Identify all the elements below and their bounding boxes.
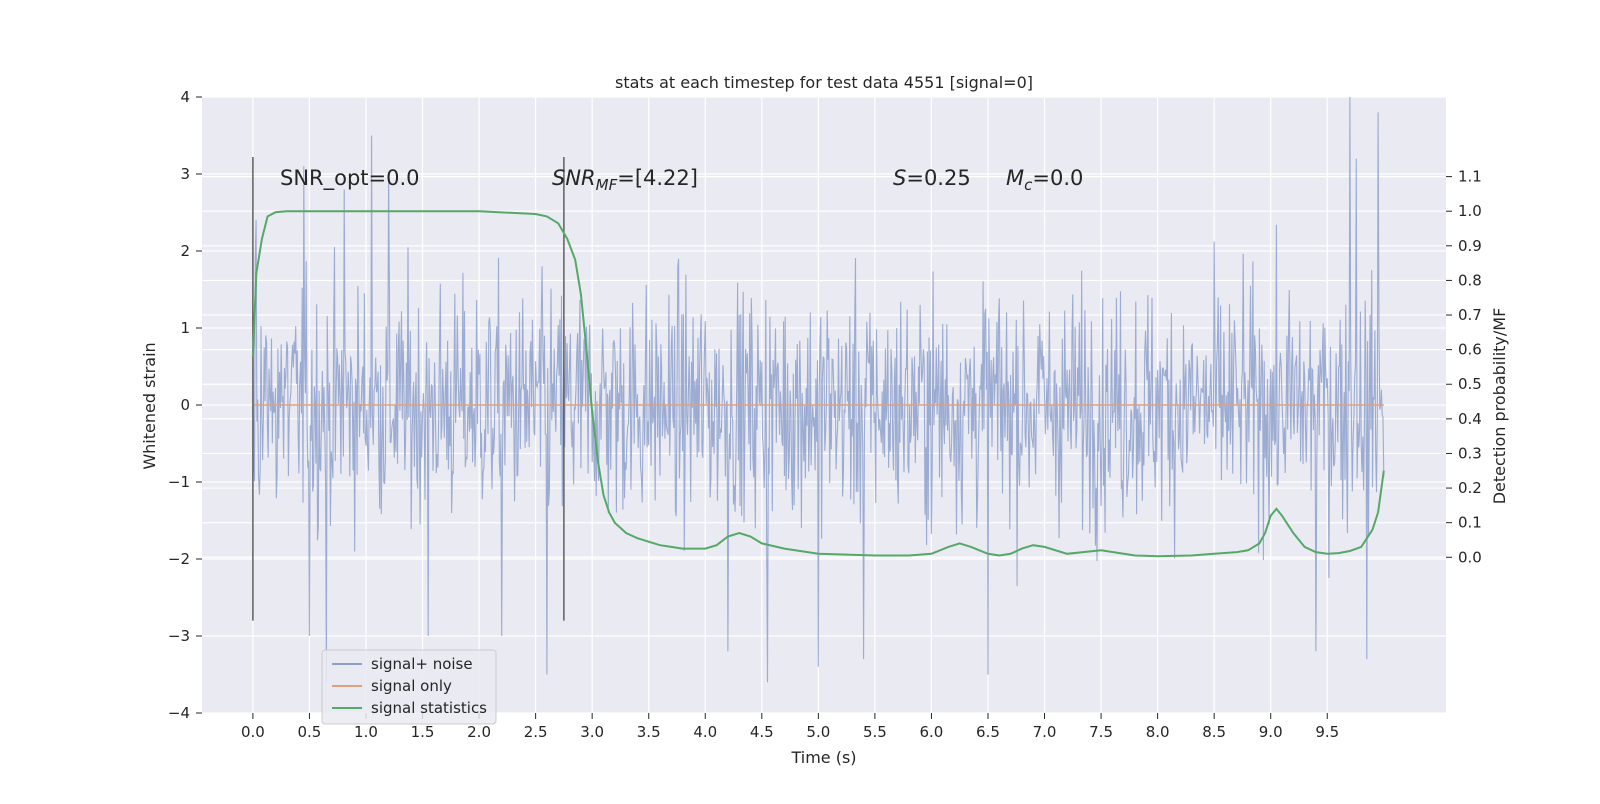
y2-tick-label: 0.8 bbox=[1458, 271, 1482, 289]
chart-title: stats at each timestep for test data 455… bbox=[615, 73, 1033, 92]
annotation-mc: Mc=0.0 bbox=[1006, 166, 1083, 194]
y2-axis-label: Detection probability/MF bbox=[1490, 308, 1509, 505]
x-axis-label: Time (s) bbox=[790, 748, 856, 767]
y-tick-label: 1 bbox=[180, 319, 190, 337]
y2-tick-label: 0.0 bbox=[1458, 548, 1482, 566]
x-tick-label: 7.5 bbox=[1089, 723, 1113, 741]
snr-mf-base: SNR bbox=[552, 166, 596, 190]
mc-base: M bbox=[1006, 166, 1024, 190]
x-tick-label: 3.0 bbox=[580, 723, 604, 741]
x-tick-label: 5.5 bbox=[863, 723, 887, 741]
y-tick-label: −4 bbox=[168, 704, 190, 722]
snr-mf-subscript: MF bbox=[596, 176, 618, 194]
x-tick-label: 9.5 bbox=[1315, 723, 1339, 741]
x-axis: 0.0 0.5 1.0 1.5 2.0 2.5 3.0 3.5 4.0 4.5 5.0 5.5 6.0 6… bbox=[241, 713, 1339, 741]
snr-mf-value: =[4.22] bbox=[617, 166, 698, 190]
x-tick-label: 2.0 bbox=[467, 723, 491, 741]
y-tick-label: 2 bbox=[180, 242, 190, 260]
x-tick-label: 8.0 bbox=[1146, 723, 1170, 741]
y-tick-label: 0 bbox=[180, 396, 190, 414]
signal-noise-line bbox=[252, 96, 1385, 683]
y2-tick-label: 0.3 bbox=[1458, 444, 1482, 462]
y-tick-label: −1 bbox=[168, 473, 190, 491]
x-tick-label: 4.0 bbox=[693, 723, 717, 741]
annotation-snr-opt: SNR_opt=0.0 bbox=[280, 166, 420, 191]
y2-tick-label: 0.7 bbox=[1458, 306, 1482, 324]
y2-tick-label: 0.5 bbox=[1458, 375, 1482, 393]
legend-label-signal-statistics: signal statistics bbox=[371, 699, 487, 717]
mc-subscript: c bbox=[1024, 176, 1033, 194]
y2-tick-label: 0.4 bbox=[1458, 410, 1482, 428]
x-tick-label: 9.0 bbox=[1259, 723, 1283, 741]
y-axis-label: Whitened strain bbox=[140, 342, 159, 469]
x-tick-label: 0.0 bbox=[241, 723, 265, 741]
annotation-s: S=0.25 bbox=[893, 166, 971, 190]
y2-tick-label: 0.2 bbox=[1458, 479, 1482, 497]
legend: signal+ noise signal only signal statist… bbox=[321, 649, 497, 725]
x-tick-label: 4.5 bbox=[750, 723, 774, 741]
s-label: S bbox=[893, 166, 906, 190]
x-tick-label: 6.5 bbox=[976, 723, 1000, 741]
legend-label-signal-only: signal only bbox=[371, 677, 452, 695]
x-tick-label: 2.5 bbox=[524, 723, 548, 741]
x-tick-label: 1.5 bbox=[411, 723, 435, 741]
y-tick-label: 3 bbox=[180, 165, 190, 183]
annotation-snr-mf: SNRMF=[4.22] bbox=[552, 166, 698, 194]
y2-tick-label: 0.9 bbox=[1458, 237, 1482, 255]
legend-label-signal-noise: signal+ noise bbox=[371, 655, 473, 673]
y-axis-right: 1.1 1.0 0.9 0.8 0.7 0.6 0.5 0.4 0.3 0.2 0.1 0.0 bbox=[1446, 168, 1482, 566]
x-tick-label: 1.0 bbox=[354, 723, 378, 741]
s-value: =0.25 bbox=[906, 166, 970, 190]
y2-tick-label: 0.6 bbox=[1458, 341, 1482, 359]
y-tick-label: −2 bbox=[168, 550, 190, 568]
y2-tick-label: 1.1 bbox=[1458, 168, 1482, 186]
y2-tick-label: 0.1 bbox=[1458, 514, 1482, 532]
legend-box bbox=[321, 649, 497, 725]
x-tick-label: 5.0 bbox=[806, 723, 830, 741]
x-tick-label: 0.5 bbox=[298, 723, 322, 741]
x-tick-label: 3.5 bbox=[637, 723, 661, 741]
y-tick-label: 4 bbox=[180, 88, 190, 106]
mc-value: =0.0 bbox=[1032, 166, 1083, 190]
x-tick-label: 6.0 bbox=[920, 723, 944, 741]
signal-statistics-line bbox=[251, 210, 1385, 558]
y2-tick-label: 1.0 bbox=[1458, 202, 1482, 220]
x-tick-label: 8.5 bbox=[1202, 723, 1226, 741]
signal-noise-series bbox=[252, 96, 1385, 683]
x-tick-label: 7.0 bbox=[1033, 723, 1057, 741]
y-tick-label: −3 bbox=[168, 627, 190, 645]
signal-statistics-series bbox=[251, 210, 1385, 558]
y-axis-left: 4 3 2 1 0 −1 −2 −3 −4 bbox=[168, 88, 202, 722]
